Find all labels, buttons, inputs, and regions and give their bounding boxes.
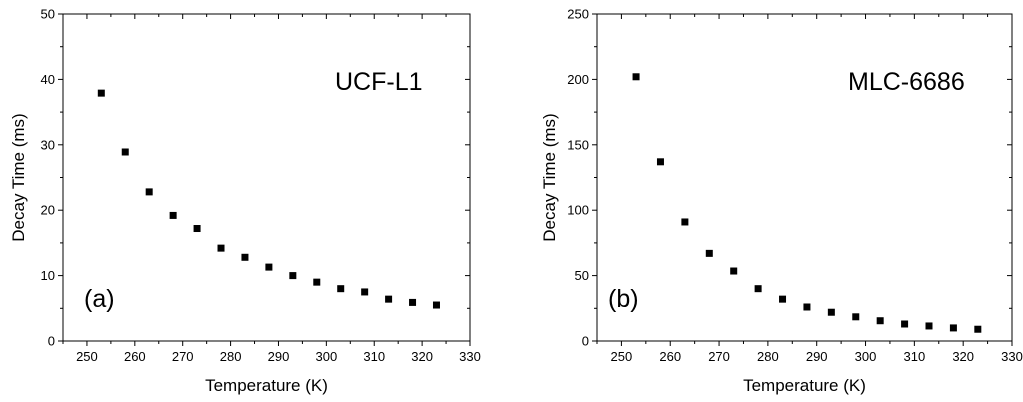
data-point-a-5: [217, 244, 225, 252]
y-tick-label-a-10: 10: [41, 268, 55, 283]
data-point-b-2: [681, 218, 689, 226]
data-point-a-9: [313, 278, 321, 286]
x-tick-label-a-310: 310: [363, 349, 385, 364]
sample-label-a: UCF-L1: [335, 68, 423, 96]
sample-label-b: MLC-6686: [848, 68, 965, 96]
chart-a-svg: 250 260 270 280 290 300 310 320 330 0 10 20 30 40 50 Te…: [9, 7, 481, 396]
x-tick-label-b-260: 260: [659, 349, 681, 364]
data-point-b-9: [852, 313, 860, 321]
plot-frame-b: [596, 13, 1013, 342]
data-point-a-1: [121, 148, 129, 156]
x-tick-label-a-330: 330: [459, 349, 481, 364]
y-axis-title-a: Decay Time (ms): [9, 113, 28, 241]
y-tick-label-a-40: 40: [41, 72, 55, 87]
data-point-a-14: [432, 301, 440, 309]
data-point-a-4: [193, 225, 201, 233]
x-tick-label-b-270: 270: [708, 349, 730, 364]
data-point-a-13: [409, 298, 417, 306]
x-axis-title-a: Temperature (K): [205, 376, 328, 395]
x-tick-label-b-310: 310: [904, 349, 926, 364]
data-point-b-0: [632, 73, 640, 81]
x-tick-label-b-290: 290: [806, 349, 828, 364]
data-point-a-8: [289, 272, 297, 280]
data-point-b-7: [803, 303, 811, 311]
x-tick-label-b-300: 300: [855, 349, 877, 364]
x-tick-label-b-330: 330: [1001, 349, 1023, 364]
x-tick-label-a-290: 290: [268, 349, 290, 364]
y-tick-label-a-30: 30: [41, 137, 55, 152]
x-tick-label-b-250: 250: [611, 349, 633, 364]
x-tick-label-a-260: 260: [124, 349, 146, 364]
y-tick-label-b-200: 200: [567, 72, 589, 87]
data-point-a-2: [145, 188, 153, 196]
x-axis-title-b: Temperature (K): [743, 376, 866, 395]
data-point-a-7: [265, 263, 273, 271]
x-tick-label-a-270: 270: [172, 349, 194, 364]
y-tick-label-b-100: 100: [567, 203, 589, 218]
x-tick-label-b-320: 320: [952, 349, 974, 364]
data-point-b-3: [705, 249, 713, 257]
data-point-b-5: [754, 285, 762, 293]
y-tick-label-b-150: 150: [567, 137, 589, 152]
y-tick-label-a-50: 50: [41, 7, 55, 22]
data-point-a-3: [169, 211, 177, 219]
panel-label-b: (b): [608, 285, 639, 313]
data-point-b-6: [779, 295, 787, 303]
data-point-b-10: [876, 317, 884, 325]
chart-b-svg: 250 260 270 280 290 300 310 320 330 0 50 100 150 200 2…: [540, 7, 1023, 396]
data-point-a-12: [385, 295, 393, 303]
data-point-b-13: [949, 324, 957, 332]
data-point-a-0: [97, 89, 105, 97]
plot-frame-a: [62, 13, 471, 342]
data-point-b-1: [656, 158, 664, 166]
x-tick-label-a-280: 280: [220, 349, 242, 364]
y-tick-label-b-50: 50: [575, 268, 589, 283]
chart-panel-a: 250 260 270 280 290 300 310 320 330 0 10 20 30 40 50 Te…: [0, 0, 500, 402]
x-tick-label-b-280: 280: [757, 349, 779, 364]
y-tick-label-b-250: 250: [567, 7, 589, 22]
y-axis-title-b: Decay Time (ms): [540, 113, 559, 241]
data-point-a-6: [241, 253, 249, 261]
y-tick-label-a-0: 0: [48, 334, 55, 349]
x-tick-label-a-250: 250: [76, 349, 98, 364]
data-point-b-12: [925, 322, 933, 330]
chart-panel-b: 250 260 270 280 290 300 310 320 330 0 50 100 150 200 2…: [535, 0, 1023, 402]
data-point-b-8: [827, 308, 835, 316]
data-point-a-10: [337, 285, 345, 293]
x-tick-label-a-320: 320: [411, 349, 433, 364]
y-tick-label-b-0: 0: [582, 334, 589, 349]
data-point-b-4: [730, 267, 738, 275]
panel-label-a: (a): [84, 285, 115, 313]
y-tick-label-a-20: 20: [41, 203, 55, 218]
data-point-a-11: [361, 288, 369, 296]
x-tick-label-a-300: 300: [316, 349, 338, 364]
data-point-b-14: [974, 325, 982, 333]
data-point-b-11: [901, 320, 909, 328]
